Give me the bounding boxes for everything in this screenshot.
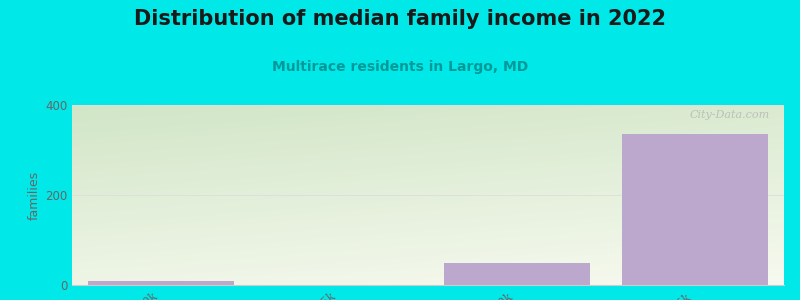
Text: Distribution of median family income in 2022: Distribution of median family income in …	[134, 9, 666, 29]
Bar	[622, 134, 768, 285]
Y-axis label: families: families	[28, 170, 41, 220]
Bar	[444, 262, 590, 285]
Text: City-Data.com: City-Data.com	[690, 110, 770, 120]
Text: Multirace residents in Largo, MD: Multirace residents in Largo, MD	[272, 60, 528, 74]
Bar	[88, 280, 234, 285]
